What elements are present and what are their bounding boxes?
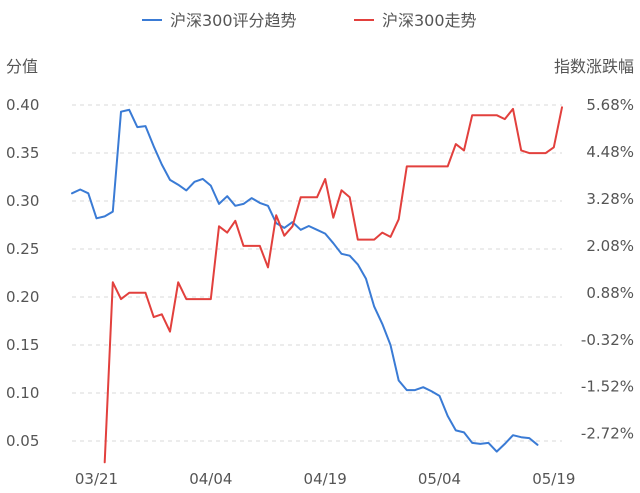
left-tick-label: 0.05: [6, 432, 39, 450]
right-tick-label: 4.48%: [586, 143, 634, 161]
right-tick-label: -0.32%: [581, 331, 634, 349]
left-tick-label: 0.10: [6, 384, 39, 402]
x-axis-ticks: 03/21 04/04 04/19 05/04 05/19: [75, 470, 576, 488]
left-tick-label: 0.35: [6, 144, 39, 162]
legend-label-score-trend: 沪深300评分趋势: [170, 11, 297, 30]
left-axis-ticks: 0.05 0.10 0.15 0.20 0.25 0.30 0.35 0.40: [6, 96, 39, 450]
left-tick-label: 0.20: [6, 288, 39, 306]
x-tick-label: 03/21: [75, 470, 118, 488]
series-line-score-trend: [71, 108, 539, 453]
series: [71, 106, 563, 464]
x-tick-label: 04/04: [189, 470, 232, 488]
right-tick-label: 5.68%: [586, 96, 634, 114]
right-tick-label: -2.72%: [581, 425, 634, 443]
left-tick-label: 0.40: [6, 96, 39, 114]
legend: 沪深300评分趋势 沪深300走势: [142, 11, 477, 30]
legend-label-index-trend: 沪深300走势: [382, 11, 477, 30]
left-tick-label: 0.30: [6, 192, 39, 210]
left-axis-title: 分值: [6, 57, 38, 76]
gridlines: [72, 104, 562, 442]
right-tick-label: 0.88%: [586, 284, 634, 302]
left-tick-label: 0.25: [6, 240, 39, 258]
right-tick-label: 2.08%: [586, 237, 634, 255]
right-tick-label: 3.28%: [586, 190, 634, 208]
right-axis-title: 指数涨跌幅: [554, 57, 634, 76]
right-tick-label: -1.52%: [581, 378, 634, 396]
x-tick-label: 04/19: [304, 470, 347, 488]
x-tick-label: 05/04: [418, 470, 461, 488]
series-line-index-trend: [103, 106, 563, 464]
right-axis-ticks: -2.72% -1.52% -0.32% 0.88% 2.08% 3.28% 4.48% 5.…: [581, 96, 634, 443]
left-tick-label: 0.15: [6, 336, 39, 354]
x-tick-label: 05/19: [532, 470, 575, 488]
